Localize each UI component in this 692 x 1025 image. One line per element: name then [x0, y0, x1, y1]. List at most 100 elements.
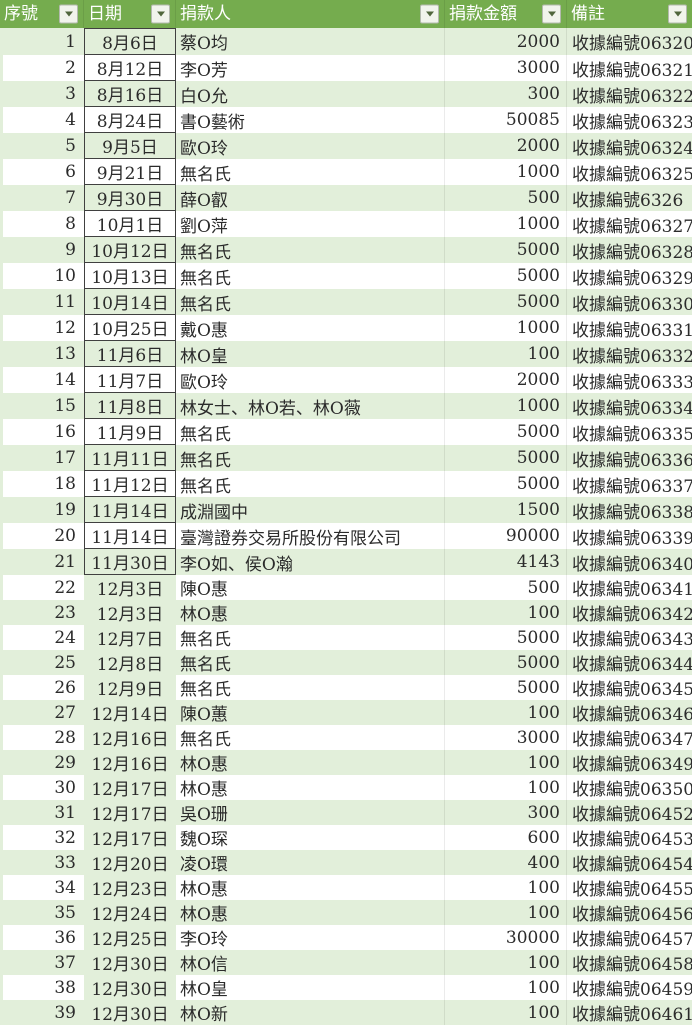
cell-serial[interactable]: 23: [54, 602, 76, 623]
cell-amount[interactable]: 100: [445, 750, 567, 775]
cell-amount[interactable]: 5000: [445, 650, 567, 675]
cell-donor[interactable]: 李O芳: [176, 55, 445, 81]
cell-serial[interactable]: 28: [54, 727, 76, 748]
cell-amount[interactable]: 2000: [445, 133, 567, 159]
cell-note[interactable]: 收據編號06338: [572, 502, 692, 523]
cell-serial[interactable]: 18: [54, 474, 76, 494]
cell-note[interactable]: 收據編號06350: [572, 780, 692, 800]
cell-amount[interactable]: 3000: [445, 55, 567, 81]
cell-date[interactable]: 9月5日: [84, 133, 176, 159]
cell-date[interactable]: 8月12日: [84, 55, 176, 81]
cell-date[interactable]: 12月16日: [84, 725, 176, 750]
cell-amount[interactable]: 600: [445, 825, 567, 850]
cell-date[interactable]: 12月30日: [84, 1000, 176, 1025]
cell-date[interactable]: 8月16日: [84, 81, 176, 107]
cell-donor[interactable]: 白O允: [176, 81, 445, 107]
filter-button-donor[interactable]: [420, 4, 439, 24]
cell-serial[interactable]: 36: [54, 927, 76, 948]
cell-amount[interactable]: 3000: [445, 725, 567, 750]
cell-donor[interactable]: 林O惠: [176, 750, 445, 775]
cell-note[interactable]: 收據編號06325: [572, 164, 692, 185]
cell-note[interactable]: 收據編號06346: [572, 705, 692, 725]
cell-serial[interactable]: 5: [65, 136, 76, 156]
cell-donor[interactable]: 歐O玲: [176, 133, 445, 159]
cell-date[interactable]: 11月14日: [84, 523, 176, 549]
cell-serial[interactable]: 19: [54, 500, 76, 520]
cell-date[interactable]: 12月24日: [84, 900, 176, 925]
cell-note[interactable]: 收據編號06341: [572, 580, 692, 600]
cell-note[interactable]: 收據編號06454: [572, 855, 692, 875]
cell-serial[interactable]: 30: [54, 777, 76, 798]
cell-serial[interactable]: 8: [65, 214, 76, 234]
cell-amount[interactable]: 100: [445, 975, 567, 1000]
cell-amount[interactable]: 1000: [445, 211, 567, 237]
cell-donor[interactable]: 無名氏: [176, 419, 445, 445]
cell-donor[interactable]: 無名氏: [176, 445, 445, 471]
cell-note[interactable]: 收據編號06344: [572, 655, 692, 675]
cell-amount[interactable]: 2000: [445, 28, 567, 55]
cell-note[interactable]: 收據編號06320: [572, 34, 692, 54]
cell-amount[interactable]: 100: [445, 875, 567, 900]
cell-note[interactable]: 收據編號06453: [572, 830, 692, 850]
cell-serial[interactable]: 1: [65, 31, 76, 52]
cell-donor[interactable]: 林女士、林O若、林O薇: [176, 393, 445, 419]
cell-amount[interactable]: 5000: [445, 237, 567, 263]
cell-date[interactable]: 12月20日: [84, 850, 176, 875]
cell-donor[interactable]: 歐O玲: [176, 367, 445, 393]
cell-note[interactable]: 收據編號06321: [572, 60, 692, 81]
cell-serial[interactable]: 2: [65, 58, 76, 78]
cell-donor[interactable]: 林O新: [176, 1000, 445, 1025]
cell-date[interactable]: 10月14日: [84, 289, 176, 315]
cell-donor[interactable]: 林O皇: [176, 341, 445, 367]
cell-serial[interactable]: 32: [54, 827, 76, 848]
cell-serial[interactable]: 24: [54, 627, 76, 648]
cell-amount[interactable]: 1500: [445, 497, 567, 523]
cell-serial[interactable]: 33: [54, 852, 76, 873]
cell-note[interactable]: 收據編號06327: [572, 216, 692, 237]
cell-amount[interactable]: 100: [445, 341, 567, 367]
cell-amount[interactable]: 300: [445, 81, 567, 107]
cell-note[interactable]: 收據編號06343: [572, 630, 692, 650]
cell-amount[interactable]: 100: [445, 775, 567, 800]
cell-donor[interactable]: 無名氏: [176, 289, 445, 315]
cell-serial[interactable]: 20: [54, 526, 76, 546]
cell-note[interactable]: 收據編號06347: [572, 730, 692, 750]
cell-serial[interactable]: 14: [54, 370, 76, 390]
filter-button-serial[interactable]: [59, 4, 78, 24]
cell-serial[interactable]: 7: [65, 188, 76, 208]
cell-date[interactable]: 12月17日: [84, 775, 176, 800]
cell-donor[interactable]: 魏O琛: [176, 825, 445, 850]
cell-donor[interactable]: 林O信: [176, 950, 445, 975]
cell-donor[interactable]: 薛O叡: [176, 185, 445, 211]
cell-note[interactable]: 收據編號06335: [572, 424, 692, 445]
cell-amount[interactable]: 400: [445, 850, 567, 875]
cell-serial[interactable]: 35: [54, 902, 76, 923]
cell-note[interactable]: 收據編號06337: [572, 476, 692, 497]
cell-donor[interactable]: 吳O珊: [176, 800, 445, 825]
cell-date[interactable]: 12月17日: [84, 825, 176, 850]
cell-donor[interactable]: 林O惠: [176, 900, 445, 925]
cell-amount[interactable]: 2000: [445, 367, 567, 393]
cell-serial[interactable]: 37: [54, 952, 76, 973]
cell-date[interactable]: 12月9日: [84, 675, 176, 700]
cell-date[interactable]: 11月30日: [84, 549, 176, 575]
cell-serial[interactable]: 16: [54, 422, 76, 442]
cell-note[interactable]: 收據編號06331: [572, 320, 692, 341]
cell-donor[interactable]: 無名氏: [176, 471, 445, 497]
cell-amount[interactable]: 5000: [445, 625, 567, 650]
cell-note[interactable]: 收據編號06334: [572, 398, 692, 419]
cell-date[interactable]: 12月16日: [84, 750, 176, 775]
cell-donor[interactable]: 林O惠: [176, 875, 445, 900]
cell-date[interactable]: 12月17日: [84, 800, 176, 825]
cell-serial[interactable]: 21: [54, 552, 76, 572]
cell-note[interactable]: 收據編號06336: [572, 450, 692, 471]
cell-donor[interactable]: 書O藝術: [176, 107, 445, 133]
cell-date[interactable]: 12月23日: [84, 875, 176, 900]
cell-amount[interactable]: 1000: [445, 315, 567, 341]
cell-note[interactable]: 收據編號06324: [572, 138, 692, 159]
cell-date[interactable]: 12月30日: [84, 950, 176, 975]
cell-date[interactable]: 12月14日: [84, 700, 176, 725]
cell-note[interactable]: 收據編號06333: [572, 372, 692, 393]
cell-amount[interactable]: 100: [445, 950, 567, 975]
cell-date[interactable]: 10月25日: [84, 315, 176, 341]
